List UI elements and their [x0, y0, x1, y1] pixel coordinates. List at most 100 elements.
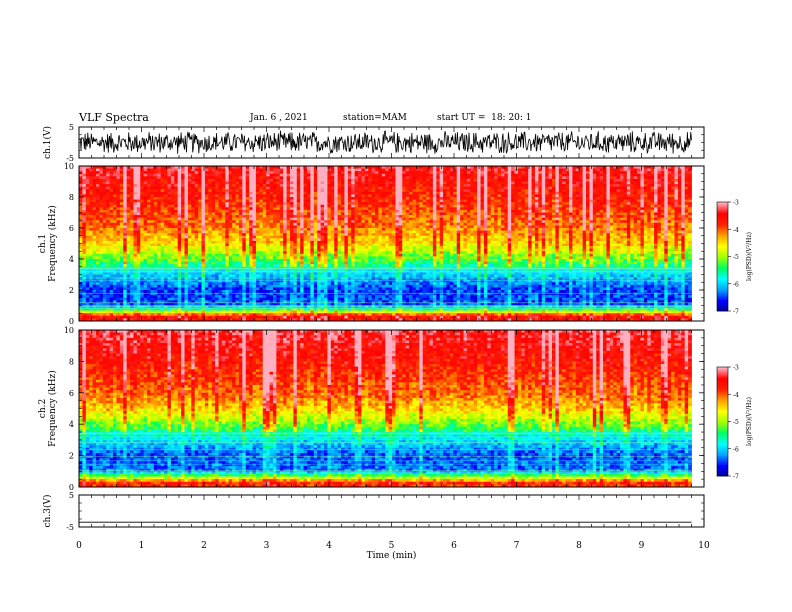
ch2-spectrogram-ylabel: ch.2 — [38, 399, 48, 418]
ch2-colorbar-band — [717, 430, 728, 433]
ch2-colorbar-band — [717, 385, 728, 388]
ch1-colorbar-band — [717, 207, 728, 210]
ch1-colorbar-band — [717, 294, 728, 297]
ch1-colorbar-band — [717, 243, 728, 246]
ch2-spectrogram-ytick-label: 0 — [69, 483, 74, 492]
ch1-colorbar-band — [717, 234, 728, 237]
ch2-spectrogram-cells — [79, 330, 692, 488]
ch1-colorbar-band — [717, 231, 728, 234]
ch1-colorbar-label: log(PSD)(V²/Hz) — [746, 232, 753, 281]
ch2-colorbar-band — [717, 474, 728, 477]
x-tick-label: 3 — [264, 541, 270, 551]
ch1-colorbar-tick-label: -3 — [733, 200, 739, 207]
ch1-colorbar-band — [717, 263, 728, 266]
ch2-colorbar-tick-label: -7 — [733, 474, 739, 481]
ch2-colorbar-band — [717, 421, 728, 424]
ch2-colorbar-band — [717, 423, 728, 426]
ch1-colorbar-band — [717, 274, 728, 277]
ch2-spectrogram-ytick-label: 4 — [69, 420, 74, 429]
ch2-spectrogram-ytick-label: 8 — [69, 357, 74, 366]
ch1-waveform-ytick-label: -5 — [66, 154, 74, 163]
ch1-colorbar-band — [717, 203, 728, 207]
ch2-colorbar-band — [717, 445, 728, 448]
ch2-colorbar-band — [717, 425, 728, 428]
ch2-spectrogram-ylabel: Frequency (kHz) — [47, 370, 58, 447]
ch2-colorbar-band — [717, 461, 728, 464]
ch2-colorbar-band — [717, 396, 728, 399]
ch1-colorbar-band — [717, 300, 728, 303]
ch2-colorbar: -3 -4 -5 -6 -7 log(PSD)(V²/Hz) — [716, 365, 753, 481]
ch1-colorbar-band — [717, 245, 728, 248]
ch1-spectrogram-ytick-label: 4 — [69, 255, 74, 264]
ch1-colorbar-band — [717, 227, 728, 230]
ch1-colorbar-band — [717, 291, 728, 294]
ch1-colorbar-band — [717, 221, 728, 225]
ch2-spectrogram-ytick-label: 6 — [69, 389, 74, 398]
ch1-colorbar-tick-label: -4 — [733, 227, 739, 234]
ch1-colorbar-band — [717, 223, 728, 227]
ch2-colorbar-band — [717, 403, 728, 406]
ch2-spectrogram-panel — [79, 330, 692, 488]
ch1-colorbar-band — [717, 301, 728, 305]
ch2-colorbar-band — [717, 414, 728, 417]
x-tick-label: 10 — [698, 541, 710, 551]
ch2-colorbar-band — [717, 376, 728, 379]
ch1-colorbar-band — [717, 307, 728, 310]
ch2-colorbar-band — [717, 406, 728, 410]
ch1-colorbar-band — [717, 278, 728, 281]
ch1-colorbar-band — [717, 281, 728, 285]
ch1-colorbar-band — [717, 298, 728, 301]
ch3-waveform-ytick-label: -5 — [66, 523, 74, 532]
ch2-colorbar-tick-label: -3 — [733, 365, 739, 372]
ch2-colorbar-tick-label: -4 — [733, 392, 739, 399]
ch2-colorbar-band — [717, 383, 728, 386]
ch1-colorbar-band — [717, 202, 728, 205]
ch2-colorbar-band — [717, 388, 728, 392]
x-tick-label: 6 — [451, 541, 457, 551]
ch1-colorbar-band — [717, 211, 728, 214]
ch1-colorbar-band — [717, 289, 728, 292]
ch2-colorbar-label: log(PSD)(V²/Hz) — [746, 397, 753, 446]
ch2-colorbar-band — [717, 370, 728, 373]
ch2-colorbar-band — [717, 426, 728, 430]
ch1-spectrogram-ylabel: ch.1 — [38, 234, 48, 253]
ch1-spectrogram-ytick-label: 0 — [69, 317, 74, 326]
ch2-spectrogram-ytick-label: 10 — [64, 326, 74, 335]
ch2-colorbar-tick-label: -5 — [733, 419, 739, 426]
x-tick-label: 9 — [639, 541, 645, 551]
ch2-colorbar-band — [717, 374, 728, 377]
ch2-colorbar-band — [717, 434, 728, 437]
ch1-colorbar-band — [717, 260, 728, 263]
ch1-colorbar-band — [717, 247, 728, 250]
ch2-colorbar-band — [717, 381, 728, 384]
ch1-colorbar-tick-label: -7 — [733, 309, 739, 316]
ch1-spectrogram-ytick-label: 6 — [69, 224, 74, 233]
x-axis-label: Time (min) — [367, 550, 417, 561]
ch2-colorbar-band — [717, 468, 728, 471]
ch2-colorbar-band — [717, 432, 728, 435]
ch2-colorbar-band — [717, 417, 728, 421]
x-tick-label: 8 — [576, 541, 582, 551]
ch1-colorbar-tick-label: -6 — [733, 281, 739, 288]
ch1-colorbar-band — [717, 238, 728, 241]
ch1-colorbar-band — [717, 309, 728, 312]
ch1-colorbar-band — [717, 240, 728, 243]
ch2-colorbar-band — [717, 439, 728, 442]
ch2-colorbar-band — [717, 472, 728, 475]
ch1-colorbar: -3 -4 -5 -6 -7 log(PSD)(V²/Hz) — [716, 200, 753, 316]
ch2-colorbar-band — [717, 412, 728, 415]
ch3-waveform-ytick-label: 5 — [69, 491, 74, 500]
ch2-colorbar-band — [717, 456, 728, 459]
ch2-colorbar-band — [717, 466, 728, 470]
x-tick-label: 4 — [326, 541, 332, 551]
ch1-spectrogram-cells — [79, 166, 692, 322]
ch1-colorbar-band — [717, 267, 728, 270]
ch1-colorbar-band — [717, 305, 728, 308]
ch1-colorbar-tick-label: -5 — [733, 254, 739, 261]
ch1-colorbar-band — [717, 292, 728, 296]
ch1-colorbar-band — [717, 258, 728, 261]
ch2-colorbar-band — [717, 399, 728, 402]
ch1-spectrogram-panel — [79, 166, 692, 322]
x-tick-label: 0 — [76, 541, 82, 551]
